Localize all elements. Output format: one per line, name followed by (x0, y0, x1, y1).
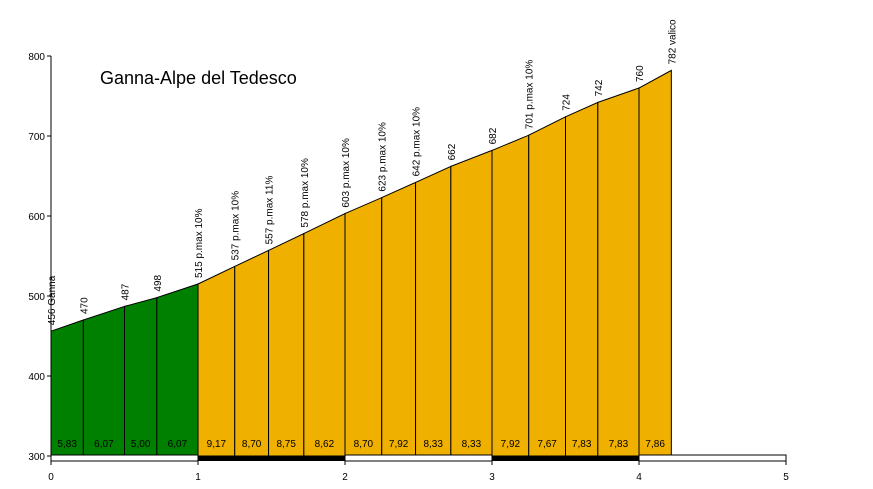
elevation-label: 603 p.max 10% (341, 138, 352, 208)
x-axis-bar-segment (638, 454, 787, 462)
segment-bar (50, 319, 84, 457)
x-tick-label: 2 (342, 472, 348, 483)
segment-bar (344, 196, 383, 457)
segment-bar (82, 305, 125, 457)
elevation-label: 456 Ganna (47, 275, 58, 325)
elevation-label: 487 (121, 283, 132, 300)
segment-bar (381, 181, 417, 457)
segment-bar (234, 249, 270, 457)
gradient-label: 8,70 (242, 439, 262, 450)
segment-bar (565, 101, 599, 457)
x-tick-label: 0 (48, 472, 54, 483)
chart-title: Ganna-Alpe del Tedesco (100, 68, 297, 88)
gradient-label: 5,83 (57, 439, 77, 450)
elevation-label: 557 p.max 11% (265, 176, 276, 245)
x-axis-bar-segment (198, 456, 345, 461)
elevation-label: 724 (562, 94, 573, 111)
segment-bar (491, 134, 530, 457)
gradient-label: 7,83 (572, 439, 592, 450)
gradient-label: 7,86 (645, 439, 665, 450)
gradient-label: 8,75 (276, 439, 296, 450)
segment-bar (415, 165, 452, 457)
x-axis: 0 1 2 3 4 5 (48, 454, 789, 483)
segment-bar (528, 115, 566, 457)
segment-bar (450, 149, 493, 457)
gradient-label: 8,33 (423, 439, 443, 450)
elevation-label: 760 (635, 65, 646, 82)
x-tick-label: 4 (636, 472, 642, 483)
gradient-label: 7,92 (501, 439, 521, 450)
y-axis: 300 400 500 600 700 800 (28, 52, 52, 463)
segment-bar (597, 87, 640, 457)
elevation-label: 662 (447, 143, 458, 160)
y-tick-label: 800 (28, 52, 45, 63)
gradient-label: 7,67 (537, 439, 557, 450)
segment-bar (303, 212, 346, 457)
x-axis-bar-segment (492, 456, 639, 461)
gradient-label: 5,00 (131, 439, 151, 450)
elevation-label: 782 valico (667, 19, 678, 64)
y-tick-label: 300 (28, 452, 45, 463)
x-axis-bar-segment (344, 454, 493, 462)
elevation-label: 682 (488, 127, 499, 144)
gradient-label: 8,70 (354, 439, 374, 450)
y-tick-label: 400 (28, 372, 45, 383)
y-tick-label: 700 (28, 132, 45, 143)
segment-bar (124, 296, 158, 457)
elevation-label: 701 p.max 10% (525, 60, 536, 130)
gradient-label: 6,07 (94, 439, 114, 450)
elevation-label: 742 (594, 79, 605, 96)
elevation-label: 537 p.max 10% (231, 191, 242, 261)
x-axis-bar-segment (50, 454, 199, 462)
x-tick-label: 3 (489, 472, 495, 483)
segment-bar (638, 69, 672, 457)
elevation-label: 498 (153, 274, 164, 291)
segment-bar (268, 232, 305, 457)
x-tick-label: 5 (783, 472, 789, 483)
x-tick-label: 1 (195, 472, 201, 483)
elevation-label: 623 p.max 10% (378, 122, 389, 192)
elevation-label: 642 p.max 10% (412, 107, 423, 177)
gradient-label: 7,83 (609, 439, 629, 450)
y-tick-label: 600 (28, 212, 45, 223)
gradient-label: 7,92 (389, 439, 409, 450)
elevation-label: 515 p.max 10% (194, 208, 205, 278)
gradient-segments (50, 69, 672, 457)
gradient-label: 8,33 (462, 439, 482, 450)
gradient-label: 8,62 (315, 439, 335, 450)
gradient-labels: 5,83 6,07 5,00 6,07 9,17 8,70 8,75 8,62 8,70 7,92… (57, 439, 665, 450)
segment-bar (197, 265, 236, 457)
elevation-label: 470 (79, 297, 90, 314)
segment-bar (156, 283, 199, 457)
y-tick-label: 500 (28, 292, 45, 303)
gradient-label: 9,17 (207, 439, 227, 450)
elevation-labels: 456 Ganna 470 487 498 515 p.max 10% 537 p.max… (47, 19, 678, 325)
elevation-label: 578 p.max 10% (300, 158, 311, 228)
gradient-label: 6,07 (168, 439, 188, 450)
